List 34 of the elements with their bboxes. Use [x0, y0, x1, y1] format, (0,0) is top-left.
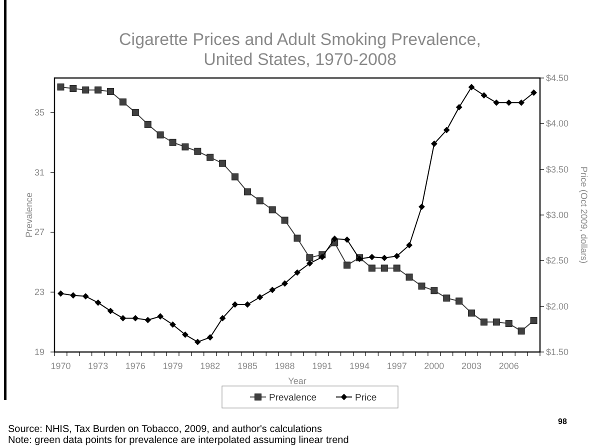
x-tick-label: 2000: [424, 361, 444, 371]
y2-tick-label: $2.50: [546, 256, 569, 266]
y-tick-label: 27: [34, 227, 44, 238]
y-tick-label: 23: [34, 287, 44, 298]
x-axis-title: Year: [288, 376, 306, 386]
y2-tick-label: $4.50: [546, 73, 569, 83]
x-tick-label: 1997: [386, 361, 407, 371]
source-note: Source: NHIS, Tax Burden on Tobacco, 2009, and author's calculations: [8, 424, 322, 435]
y-tick-label: 19: [34, 347, 44, 357]
y2-tick-label: $3.00: [546, 210, 569, 220]
y2-tick-label: $3.50: [546, 164, 569, 174]
y-tick-label: 31: [34, 167, 44, 178]
x-tick-label: 1994: [349, 361, 370, 371]
x-tick-label: 1985: [237, 361, 258, 371]
x-tick-label: 1976: [125, 361, 146, 371]
x-tick-label: 1988: [274, 361, 295, 371]
x-tick-label: 1970: [50, 361, 71, 371]
y-axis-title: Prevalence: [24, 192, 34, 238]
x-tick-label: 2003: [462, 361, 482, 371]
y-tick-label: 35: [34, 107, 44, 118]
legend-label: Price: [355, 392, 377, 404]
y2-tick-label: $4.00: [546, 118, 569, 129]
x-tick-label: 1991: [312, 361, 332, 371]
x-tick-label: 1973: [88, 361, 108, 371]
y2-tick-label: $1.50: [546, 347, 569, 357]
chart-title: Cigarette Prices and Adult Smoking Prevalence, United States, 1970-2008: [119, 30, 481, 69]
text: 98: [558, 417, 568, 426]
legend-label: Prevalence: [269, 392, 317, 404]
x-tick-label: 2006: [498, 361, 519, 371]
y2-tick-label: $2.00: [546, 301, 569, 312]
y2-axis-title: Price (Oct 2009, dollars): [579, 166, 589, 264]
text: Note: green data points for prevalence are interpolated assuming linear trend: [8, 435, 349, 446]
x-tick-label: 1979: [162, 361, 183, 371]
x-tick-label: 1982: [200, 361, 220, 371]
